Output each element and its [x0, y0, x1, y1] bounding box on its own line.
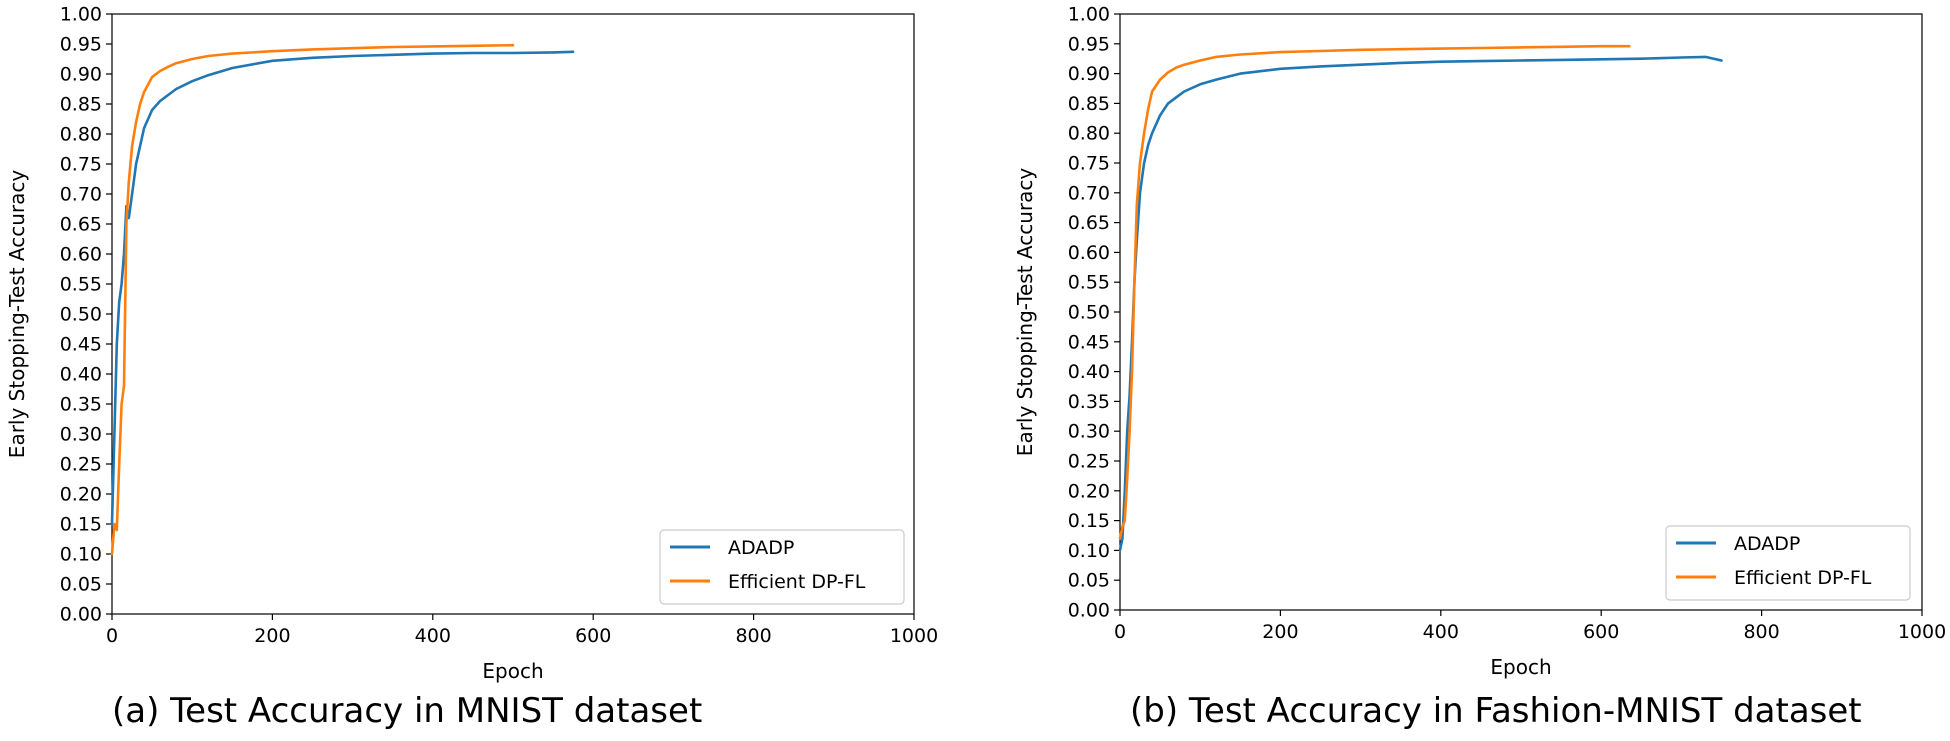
y-tick-label-a-13: 0.65: [60, 214, 102, 236]
series-a: [110, 43, 575, 556]
y-tick-label-a-11: 0.55: [60, 274, 102, 296]
y-tick-label-b-20: 1.00: [1068, 4, 1110, 26]
y-tick-label-b-3: 0.15: [1068, 510, 1110, 532]
y-tick-label-a-5: 0.25: [60, 454, 102, 476]
x-tick-label-b-0: 0: [1114, 621, 1126, 643]
y-tick-label-b-4: 0.20: [1068, 480, 1110, 502]
y-tick-label-a-19: 0.95: [60, 34, 102, 56]
panel-a: 0 200 400 600 800 1000 0.00 0.05 0.10 0.15 0.20 0.2…: [5, 4, 938, 732]
y-tick-label-a-10: 0.50: [60, 304, 102, 326]
legend-label-a-0: ADADP: [728, 537, 794, 559]
plot-frame-a: [111, 13, 915, 615]
y-tick-label-b-14: 0.70: [1068, 182, 1110, 204]
y-tick-label-a-20: 1.00: [60, 4, 102, 26]
legend-label-a-1: Efficient DP-FL: [728, 571, 866, 593]
y-tick-label-b-2: 0.10: [1068, 540, 1110, 562]
y-tick-label-b-16: 0.80: [1068, 123, 1110, 145]
y-tick-label-b-11: 0.55: [1068, 272, 1110, 294]
y-tick-label-a-17: 0.85: [60, 94, 102, 116]
x-tick-label-b-3: 600: [1583, 621, 1619, 643]
y-tick-label-b-7: 0.35: [1068, 391, 1110, 413]
y-tick-label-a-8: 0.40: [60, 364, 102, 386]
legend-box-b: [1665, 525, 1911, 601]
x-tick-label-a-0: 0: [106, 625, 118, 647]
x-tick-label-b-4: 800: [1743, 621, 1779, 643]
x-tick-label-b-1: 200: [1262, 621, 1298, 643]
plot-frame-b: [1119, 13, 1923, 611]
legend-box-a: [659, 529, 905, 605]
axis-ticks-a: 0 200 400 600 800 1000 0.00 0.05 0.10 0.15 0.20 0.2…: [60, 4, 938, 648]
y-tick-label-b-17: 0.85: [1068, 93, 1110, 115]
y-tick-label-b-19: 0.95: [1068, 33, 1110, 55]
y-tick-label-a-14: 0.70: [60, 184, 102, 206]
series-line-b-efficient-dp-fl: [1118, 44, 1631, 540]
y-tick-label-a-4: 0.20: [60, 484, 102, 506]
series-line-a-adadp: [110, 50, 575, 526]
x-tick-label-b-5: 1000: [1898, 621, 1946, 643]
x-axis-label-a: Epoch: [482, 659, 543, 683]
x-tick-label-a-2: 400: [415, 625, 451, 647]
y-tick-label-b-15: 0.75: [1068, 153, 1110, 175]
legend-label-b-0: ADADP: [1734, 533, 1800, 555]
y-tick-label-b-5: 0.25: [1068, 451, 1110, 473]
y-tick-label-b-9: 0.45: [1068, 331, 1110, 353]
y-tick-label-a-1: 0.05: [60, 574, 102, 596]
x-tick-label-a-4: 800: [735, 625, 771, 647]
series-b: [1118, 44, 1723, 552]
y-tick-label-b-6: 0.30: [1068, 421, 1110, 443]
y-tick-label-a-7: 0.35: [60, 394, 102, 416]
y-tick-label-a-3: 0.15: [60, 514, 102, 536]
y-tick-label-b-8: 0.40: [1068, 361, 1110, 383]
y-tick-label-b-1: 0.05: [1068, 570, 1110, 592]
x-axis-label-b: Epoch: [1490, 655, 1551, 679]
caption-b: (b) Test Accuracy in Fashion-MNIST datas…: [1130, 691, 1862, 731]
caption-a: (a) Test Accuracy in MNIST dataset: [112, 691, 702, 731]
y-tick-label-a-18: 0.90: [60, 64, 102, 86]
x-tick-label-a-5: 1000: [890, 625, 938, 647]
y-axis-label-b: Early Stopping-Test Accuracy: [1013, 168, 1037, 457]
y-tick-label-b-10: 0.50: [1068, 302, 1110, 324]
x-tick-label-b-2: 400: [1423, 621, 1459, 643]
y-tick-label-b-12: 0.60: [1068, 242, 1110, 264]
axis-ticks-b: 0 200 400 600 800 1000 0.00 0.05 0.10 0.15 0.20 0.2…: [1068, 4, 1946, 644]
y-tick-label-a-2: 0.10: [60, 544, 102, 566]
y-tick-label-a-12: 0.60: [60, 244, 102, 266]
y-tick-label-b-13: 0.65: [1068, 212, 1110, 234]
y-axis-label-a: Early Stopping-Test Accuracy: [5, 170, 29, 459]
x-tick-label-a-1: 200: [254, 625, 290, 647]
y-tick-label-a-15: 0.75: [60, 154, 102, 176]
y-tick-label-a-16: 0.80: [60, 124, 102, 146]
series-line-a-efficient-dp-fl: [110, 43, 515, 556]
x-tick-label-a-3: 600: [575, 625, 611, 647]
y-tick-label-a-0: 0.00: [60, 604, 102, 626]
legend-b: ADADP Efficient DP-FL: [1665, 525, 1911, 601]
y-tick-label-b-18: 0.90: [1068, 63, 1110, 85]
panel-b: 0 200 400 600 800 1000 0.00 0.05 0.10 0.15 0.20 0.2…: [1013, 4, 1946, 732]
legend-a: ADADP Efficient DP-FL: [659, 529, 905, 605]
legend-label-b-1: Efficient DP-FL: [1734, 567, 1872, 589]
y-tick-label-a-6: 0.30: [60, 424, 102, 446]
y-tick-label-a-9: 0.45: [60, 334, 102, 356]
y-tick-label-b-0: 0.00: [1068, 600, 1110, 622]
